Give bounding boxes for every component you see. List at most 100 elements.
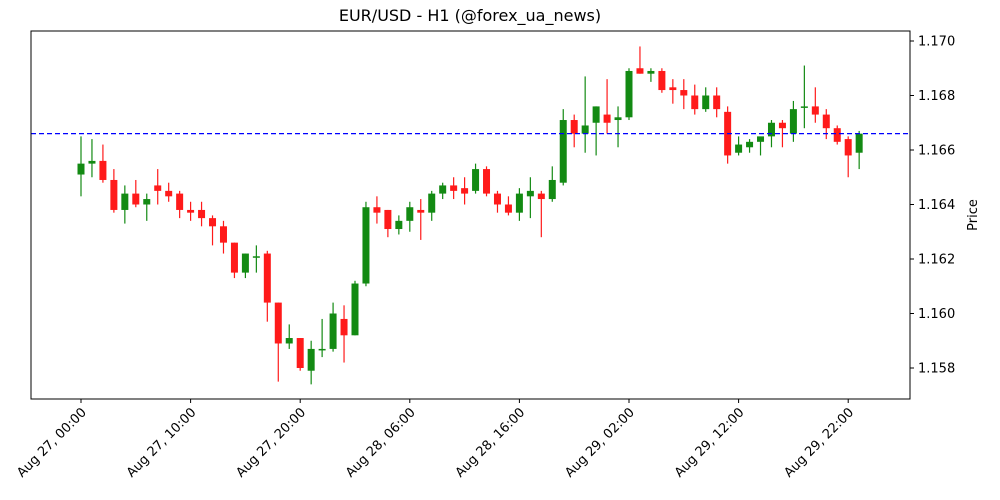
candle xyxy=(800,65,808,129)
candle xyxy=(735,136,743,156)
candle-body xyxy=(811,106,819,115)
candle-body xyxy=(395,220,403,230)
candle-body xyxy=(318,348,326,351)
candle xyxy=(592,106,600,156)
candle xyxy=(822,109,830,140)
candle-body xyxy=(559,120,567,183)
candle xyxy=(384,209,392,238)
x-tick-label: Aug 27, 10:00 xyxy=(124,405,200,481)
candle xyxy=(165,182,173,202)
candle xyxy=(77,136,85,197)
candle-body xyxy=(581,125,589,134)
candle xyxy=(187,201,195,221)
candle xyxy=(493,190,501,213)
candle xyxy=(439,182,447,200)
candle xyxy=(570,114,578,148)
candle-body xyxy=(757,136,765,142)
candle-body xyxy=(406,207,414,221)
candle xyxy=(647,68,655,82)
candle xyxy=(252,245,260,273)
candle xyxy=(625,68,633,121)
candle-body xyxy=(691,95,699,110)
x-axis: Aug 27, 00:00 Aug 27, 10:00 Aug 27, 20:00 A… xyxy=(14,399,857,481)
candle xyxy=(143,193,151,221)
candle xyxy=(483,166,491,197)
candle xyxy=(88,139,96,178)
candle xyxy=(450,177,458,200)
candle-body xyxy=(537,193,545,200)
candle-body xyxy=(592,106,600,123)
candle-body xyxy=(307,348,315,371)
candle-body xyxy=(855,133,863,153)
candle xyxy=(472,163,480,194)
candle-body xyxy=(77,163,85,175)
candle-body xyxy=(789,109,797,134)
candle xyxy=(340,305,348,363)
candle xyxy=(241,253,249,279)
candle-body xyxy=(746,141,754,148)
candle xyxy=(198,201,206,227)
y-tick-label: 1.166 xyxy=(918,144,955,159)
candle-body xyxy=(548,179,556,200)
candle-body xyxy=(713,95,721,110)
candle-body xyxy=(373,207,381,213)
candle xyxy=(428,190,436,221)
candle-body xyxy=(362,207,370,284)
candle-body xyxy=(417,209,425,213)
candle-body xyxy=(570,120,578,134)
candle-body xyxy=(428,193,436,213)
candle xyxy=(406,201,414,232)
candle-body xyxy=(614,117,622,121)
candle-body xyxy=(636,68,644,74)
candle-body xyxy=(483,169,491,194)
candle xyxy=(132,179,140,208)
candle xyxy=(504,196,512,216)
candle xyxy=(844,136,852,178)
candle-body xyxy=(132,193,140,205)
candle-body xyxy=(154,185,162,191)
candle xyxy=(285,324,293,349)
candle-body xyxy=(735,144,743,153)
x-tick-label: Aug 28, 16:00 xyxy=(453,405,529,481)
y-tick-label: 1.168 xyxy=(918,89,955,104)
candle-body xyxy=(461,188,469,194)
y-tick-label: 1.170 xyxy=(918,35,955,50)
candle-body xyxy=(263,253,271,303)
candle xyxy=(351,280,359,336)
candle-body xyxy=(384,209,392,230)
candle-body xyxy=(241,253,249,273)
candle-body xyxy=(329,313,337,349)
y-tick-label: 1.162 xyxy=(918,253,955,268)
candle xyxy=(691,84,699,115)
candle-body xyxy=(88,160,96,164)
candle xyxy=(263,250,271,322)
candle xyxy=(461,177,469,205)
candle xyxy=(548,166,556,202)
candle xyxy=(395,215,403,235)
candle xyxy=(833,125,841,145)
candle-body xyxy=(274,302,282,344)
chart-title: EUR/USD - H1 (@forex_ua_news) xyxy=(338,6,602,25)
candle xyxy=(373,196,381,224)
candle-body xyxy=(822,114,830,129)
candle xyxy=(778,120,786,148)
candles-layer xyxy=(77,46,863,385)
candle-body xyxy=(778,122,786,129)
candle-body xyxy=(658,70,666,91)
candle xyxy=(296,338,304,371)
candle xyxy=(515,188,523,221)
y-tick-label: 1.160 xyxy=(918,307,955,322)
candle-body xyxy=(439,185,447,194)
candle-body xyxy=(252,256,260,258)
candle xyxy=(99,144,107,183)
candle-body xyxy=(296,338,304,368)
candle xyxy=(362,201,370,287)
candle-body xyxy=(833,128,841,142)
candle xyxy=(176,190,184,219)
candle xyxy=(230,242,238,279)
candle-body xyxy=(110,179,118,210)
x-tick-label: Aug 29, 02:00 xyxy=(562,405,638,481)
candle xyxy=(757,136,765,156)
candle xyxy=(636,46,644,74)
